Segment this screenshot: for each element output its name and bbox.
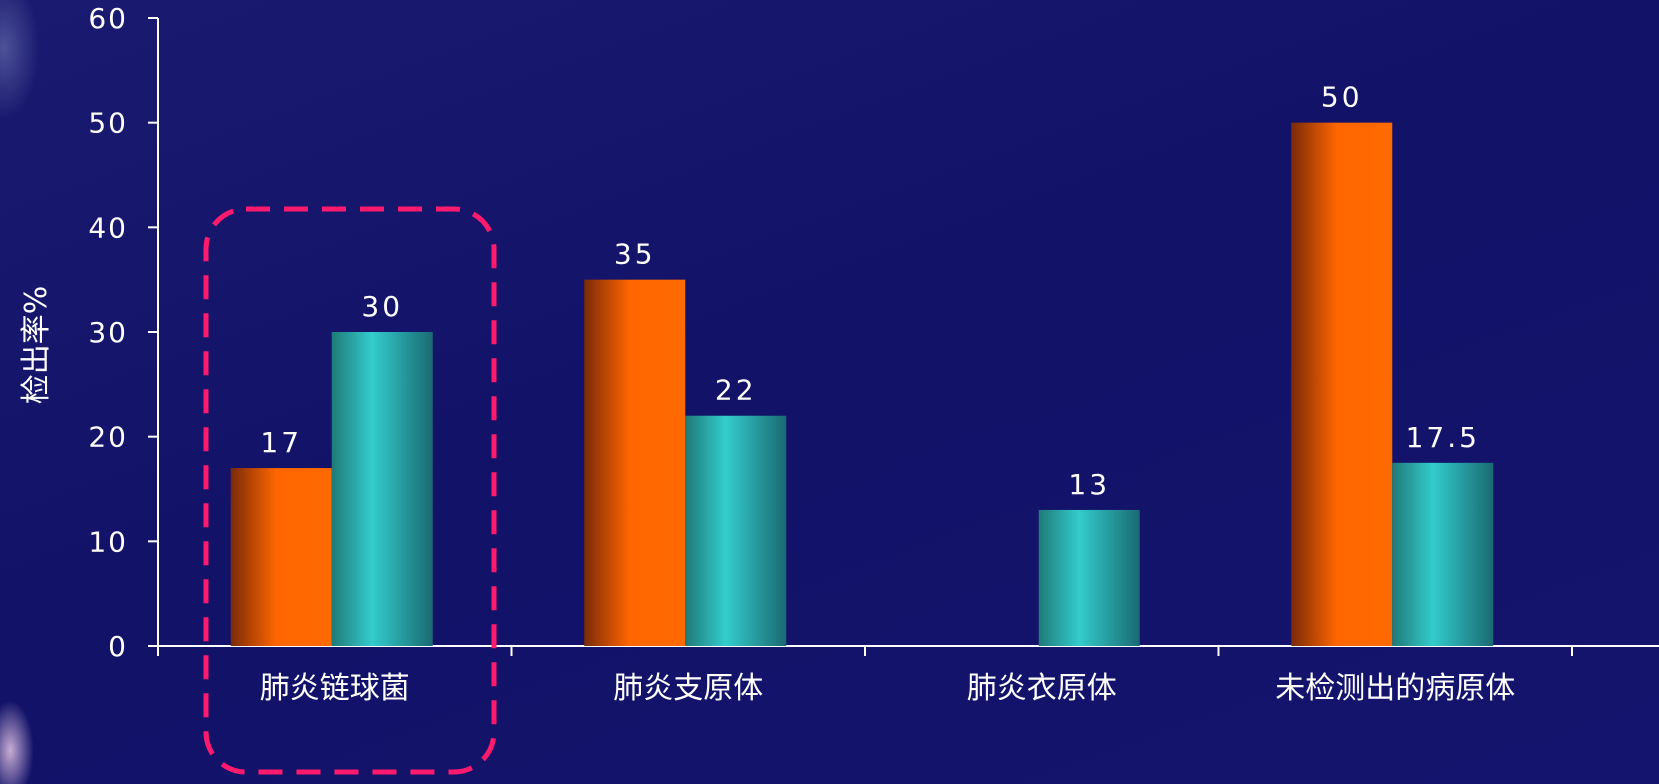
category-label: 肺炎链球菌	[260, 671, 410, 706]
corner-logo-fragment	[0, 700, 34, 784]
data-label: 30	[361, 290, 403, 323]
data-label: 50	[1321, 81, 1363, 114]
bar	[584, 279, 686, 646]
bar	[331, 332, 433, 646]
bar	[1392, 462, 1494, 646]
data-label: 22	[715, 374, 757, 407]
bar	[685, 415, 787, 646]
data-label: 13	[1068, 468, 1110, 501]
y-tick-label: 10	[88, 525, 128, 558]
data-label: 17.5	[1406, 421, 1480, 454]
y-tick-label: 40	[88, 211, 128, 244]
y-tick-label: 20	[88, 421, 128, 454]
highlight-dashed-box	[203, 206, 497, 775]
bar	[1291, 122, 1393, 646]
y-tick-label: 0	[108, 630, 128, 663]
y-axis-title: 检出率%	[19, 286, 54, 405]
y-axis-ticks: 0 10 20 30 40 50 60	[88, 2, 158, 663]
bar	[230, 468, 332, 646]
category-label: 肺炎衣原体	[967, 671, 1117, 706]
background-texture	[0, 0, 40, 120]
bars	[230, 122, 1494, 646]
y-tick-label: 60	[88, 2, 128, 35]
category-labels: 肺炎链球菌 肺炎支原体 肺炎衣原体 未检测出的病原体	[260, 671, 1516, 706]
bar	[1038, 509, 1140, 646]
category-label: 肺炎支原体	[613, 671, 763, 706]
category-label: 未检测出的病原体	[1275, 671, 1515, 706]
highlight-box	[203, 206, 497, 775]
y-tick-label: 30	[88, 316, 128, 349]
data-label: 17	[260, 426, 302, 459]
y-tick-label: 50	[88, 107, 128, 140]
data-labels: 17 30 35 22 13 50 17.5	[260, 81, 1480, 501]
data-label: 35	[614, 238, 656, 271]
